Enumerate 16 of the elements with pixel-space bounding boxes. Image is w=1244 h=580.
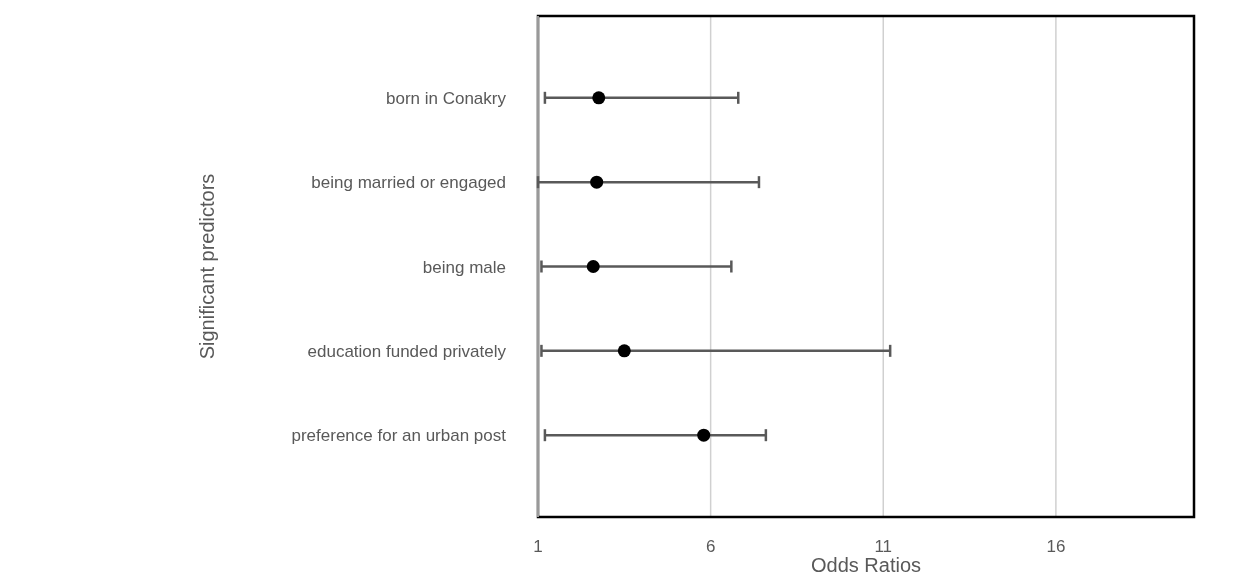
point — [586, 260, 600, 273]
y-tick-label: born in Conakry — [385, 88, 507, 108]
point — [697, 428, 711, 442]
x-tick-label: 16 — [1046, 537, 1066, 556]
x-tick-label: 6 — [705, 537, 716, 556]
y-tick-label: preference for an urban post — [291, 426, 507, 446]
point — [617, 344, 631, 358]
y-axis-title: Significant predictors — [196, 173, 218, 360]
y-tick-label: being married or engaged — [311, 173, 506, 193]
x-tick-label: 1 — [533, 537, 543, 556]
point — [592, 91, 606, 105]
x-tick-label: 11 — [874, 537, 893, 556]
y-tick-label: being male — [422, 257, 506, 277]
point — [590, 175, 604, 189]
y-tick-label: education funded privately — [307, 341, 507, 361]
x-axis-title: Odds Ratios — [810, 554, 922, 576]
